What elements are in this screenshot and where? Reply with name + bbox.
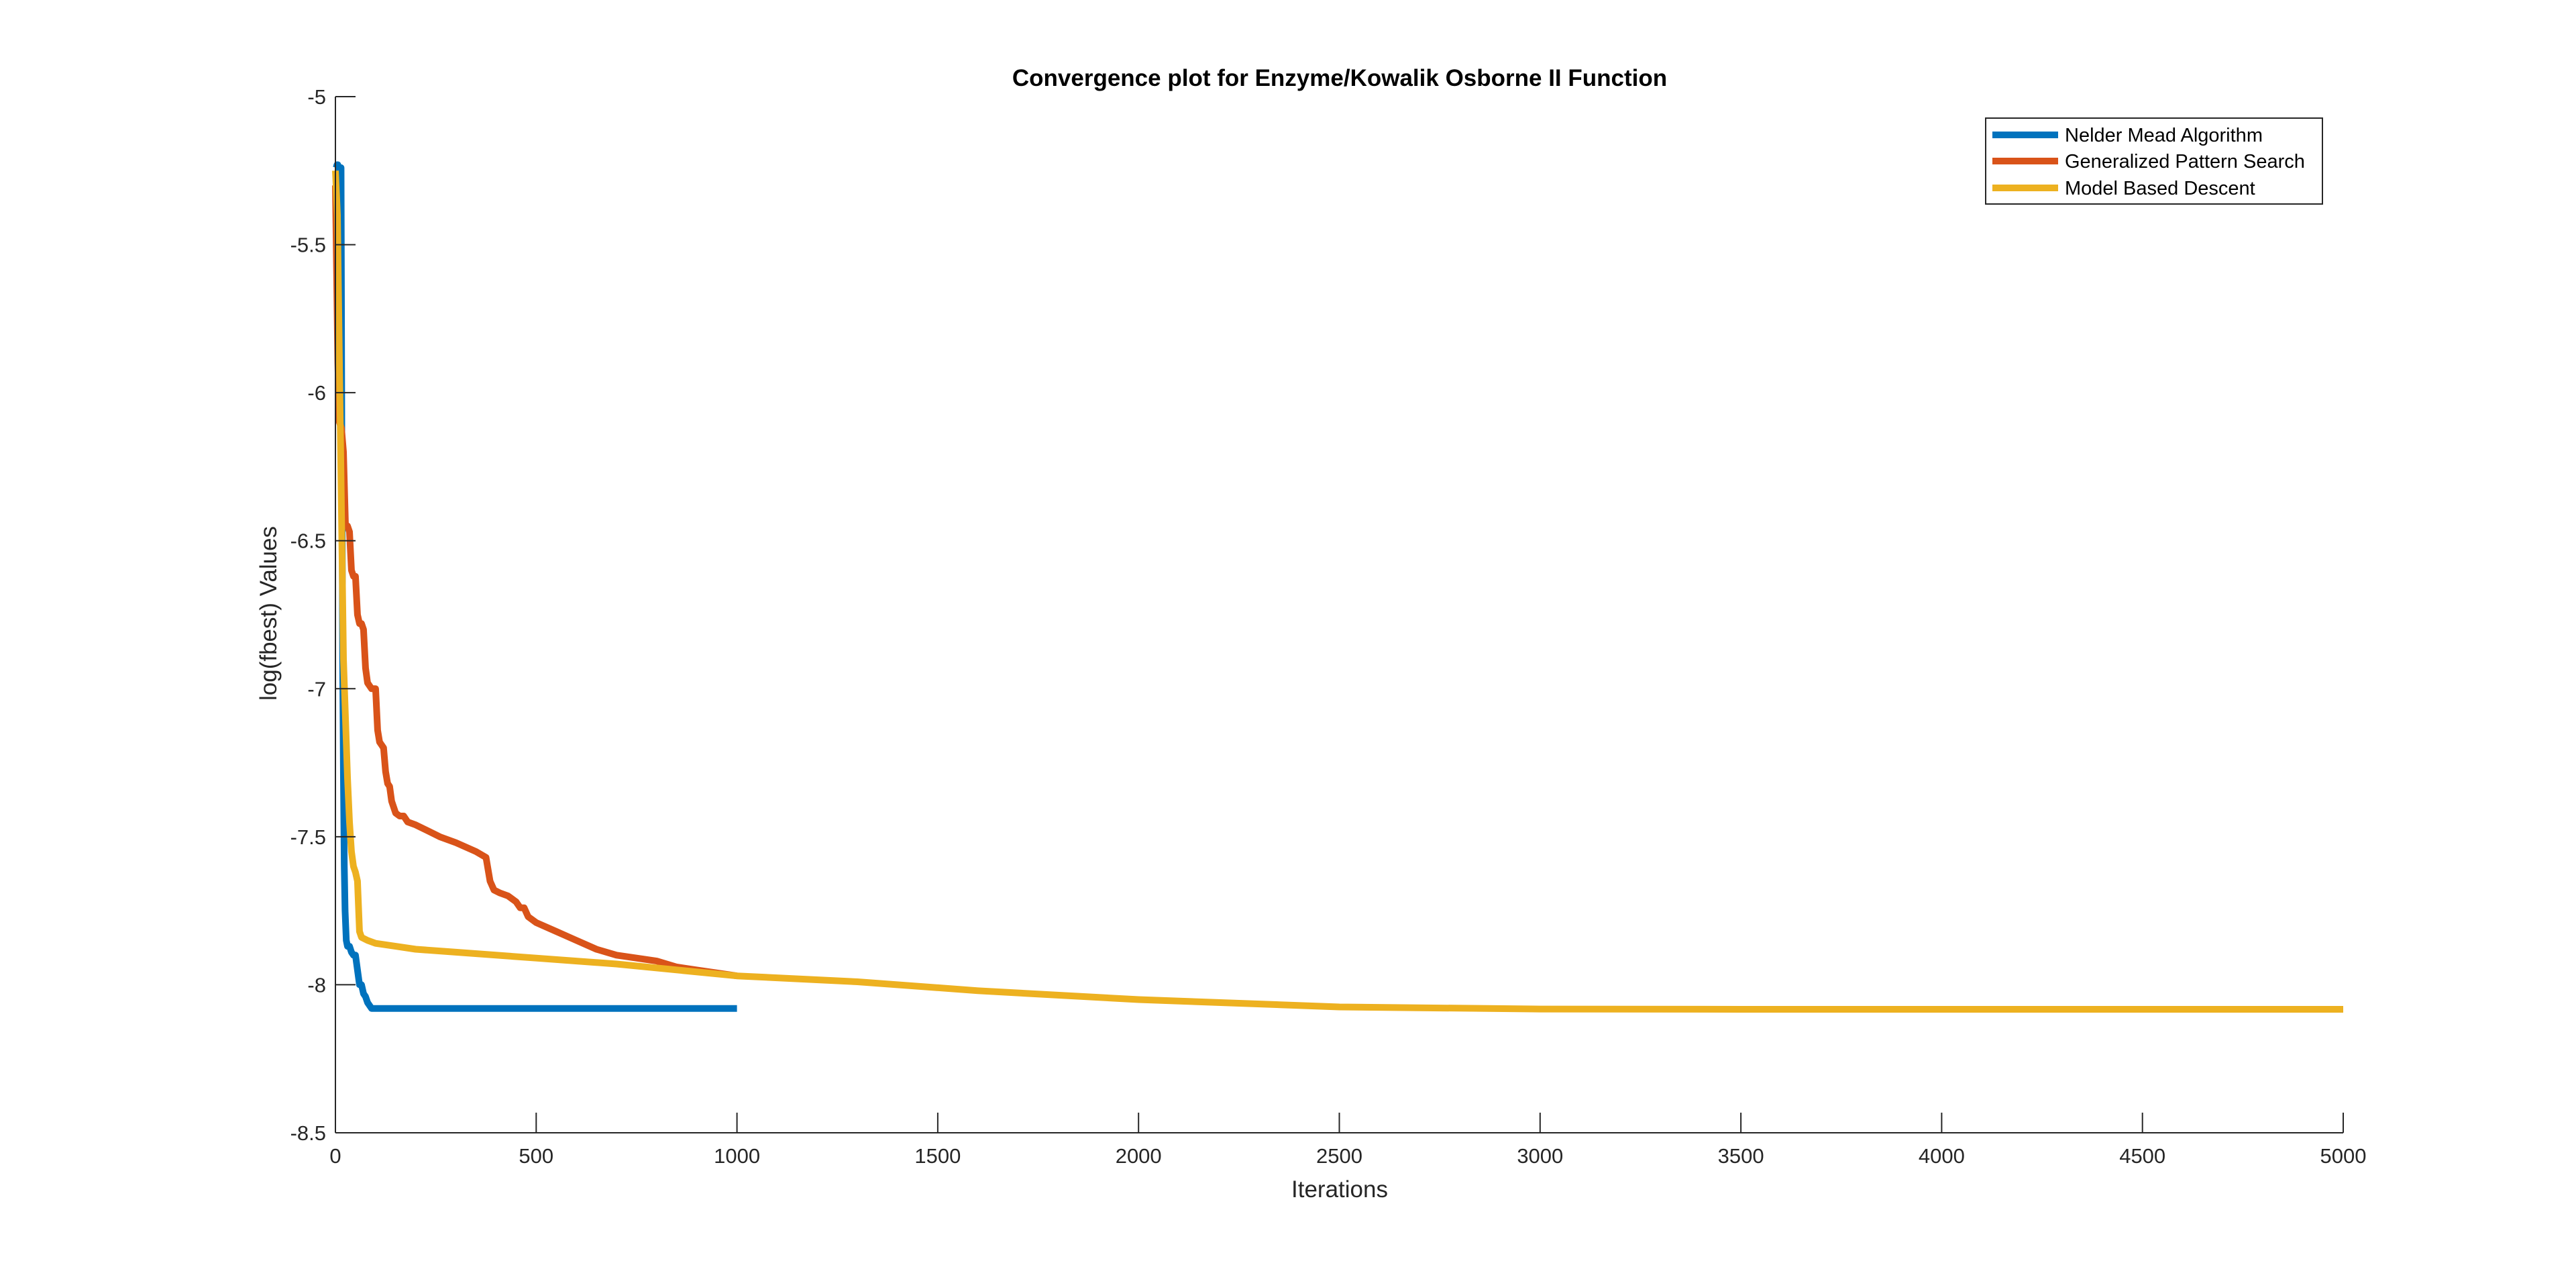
series-line-1 [332,185,738,980]
series-line-0 [333,161,737,1012]
legend-label-model-based: Model Based Descent [2065,178,2255,199]
y-tick-label: -8 [307,973,326,997]
x-tick-label: 2500 [1316,1144,1362,1168]
y-tick-label: -8.5 [290,1121,326,1145]
x-tick-label: 5000 [2320,1144,2367,1168]
x-tick-label: 1000 [714,1144,760,1168]
plot-lines [332,161,2343,1013]
x-tick-label: 1500 [914,1144,961,1168]
x-tick-label: 2000 [1116,1144,1162,1168]
x-tick-label: 3000 [1517,1144,1563,1168]
y-tick-label: -5 [307,85,326,109]
x-tick-label: 3500 [1718,1144,1764,1168]
y-tick-label: -7.5 [290,825,326,849]
series-line-2 [332,170,2343,1013]
legend: Nelder Mead Algorithm Generalized Patter… [1985,117,2323,205]
y-axis-label: log(fbest) Values [256,526,282,701]
ticks: 0 500 1000 1500 2000 2500 3000 3500 4000 4500 5000… [290,85,2367,1168]
y-tick-label: -7 [307,677,326,701]
x-tick-label: 4500 [2119,1144,2165,1168]
x-tick-label: 4000 [1919,1144,1965,1168]
x-tick-label: 500 [519,1144,553,1168]
x-axis-label: Iterations [1291,1176,1388,1203]
y-tick-label: -5.5 [290,234,326,257]
legend-label-pattern-search: Generalized Pattern Search [2065,151,2305,172]
legend-label-nelder-mead: Nelder Mead Algorithm [2065,125,2263,146]
x-tick-label: 0 [329,1144,341,1168]
y-tick-label: -6.5 [290,529,326,553]
y-tick-label: -6 [307,381,326,405]
chart-title: Convergence plot for Enzyme/Kowalik Osbo… [1012,65,1667,91]
